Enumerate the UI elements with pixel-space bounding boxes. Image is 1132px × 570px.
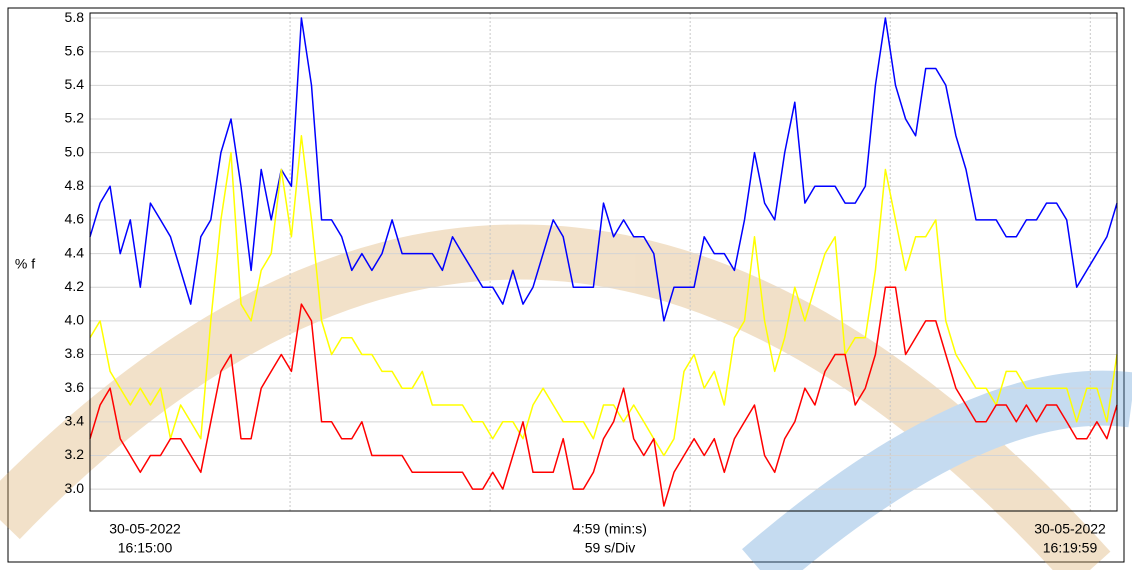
watermark-arc [0,224,1111,570]
series-line [89,135,1118,457]
y-tick-label: 4.6 [65,211,85,227]
x-end-time: 16:19:59 [1043,540,1098,556]
y-tick-label: 3.4 [65,413,85,429]
x-span: 4:59 (min:s) [573,521,647,537]
x-start-time: 16:15:00 [118,540,173,556]
frame [7,7,1125,563]
y-axis-label: % f [15,256,35,272]
y-tick-label: 4.0 [65,312,85,328]
x-end-date: 30-05-2022 [1034,521,1106,537]
series-line [89,286,1118,507]
y-tick-label: 3.8 [65,345,85,361]
y-tick-label: 5.0 [65,143,85,159]
plot-border [89,12,1118,512]
x-division: 59 s/Div [585,540,636,556]
watermark-arc [742,370,1132,570]
y-tick-label: 3.6 [65,379,85,395]
y-tick-label: 4.2 [65,278,85,294]
y-tick-label: 5.8 [65,9,85,25]
watermark [0,224,1132,570]
x-start-date: 30-05-2022 [109,521,181,537]
series-line [89,17,1118,322]
y-tick-label: 4.4 [65,244,85,260]
y-tick-label: 5.4 [65,76,85,92]
y-tick-label: 5.2 [65,110,85,126]
y-tick-label: 3.0 [65,480,85,496]
y-tick-label: 3.2 [65,446,85,462]
y-tick-label: 4.8 [65,177,85,193]
y-tick-label: 5.6 [65,42,85,58]
